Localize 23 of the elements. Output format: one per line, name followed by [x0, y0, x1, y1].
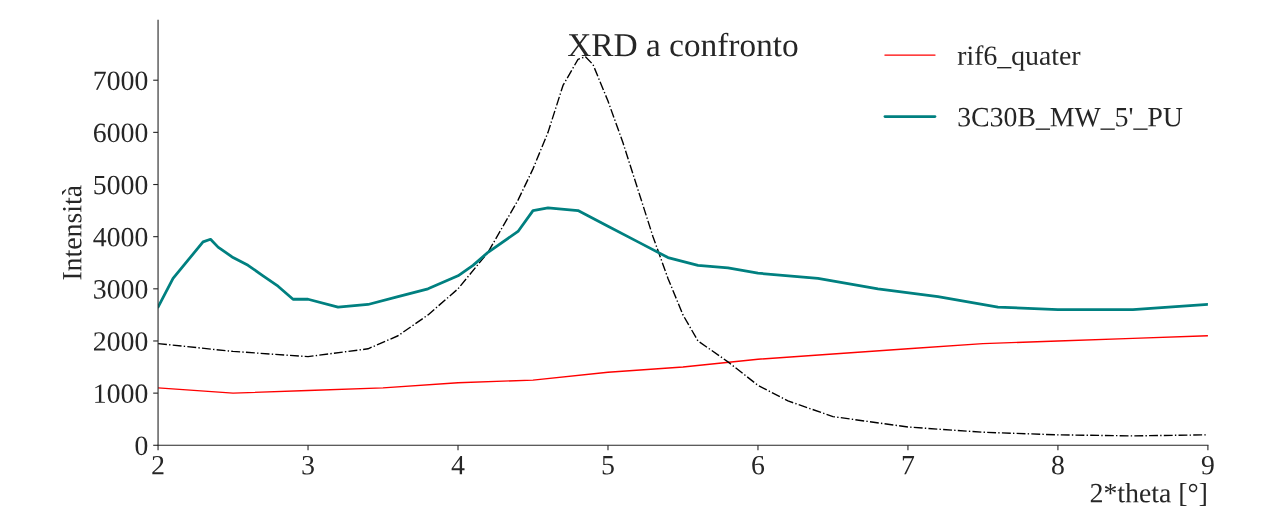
y-tick-label: 6000 [93, 123, 148, 143]
x-axis-title: 2*theta [°] [1090, 482, 1206, 506]
x-tick-label: 4 [451, 455, 465, 475]
chart-title: XRD a confronto [568, 32, 798, 57]
legend-label: 3C30B_MW_5'_PU [958, 107, 1183, 130]
legend-label: rif6_quater [957, 45, 1081, 71]
y-tick-label: 7000 [94, 71, 148, 91]
x-tick-label: 7 [902, 456, 915, 475]
x-tick-label: 8 [1052, 455, 1064, 475]
x-tick-label: 6 [752, 455, 765, 475]
x-tick-label: 9 [1201, 455, 1214, 475]
line-series [158, 335, 1208, 394]
y-tick-label: 1000 [95, 384, 148, 404]
x-tick-label: 2 [152, 455, 164, 475]
y-axis-title: Intensità [61, 185, 82, 280]
x-tick-label: 5 [602, 456, 614, 475]
y-tick-label: 5000 [94, 175, 148, 195]
y-tick-label: 3000 [94, 279, 148, 299]
y-tick-label: 4000 [93, 227, 148, 247]
y-tick-label: 0 [135, 436, 148, 456]
y-tick-label: 2000 [94, 332, 148, 351]
x-tick-label: 3 [302, 455, 314, 475]
line-series [158, 206, 1208, 312]
